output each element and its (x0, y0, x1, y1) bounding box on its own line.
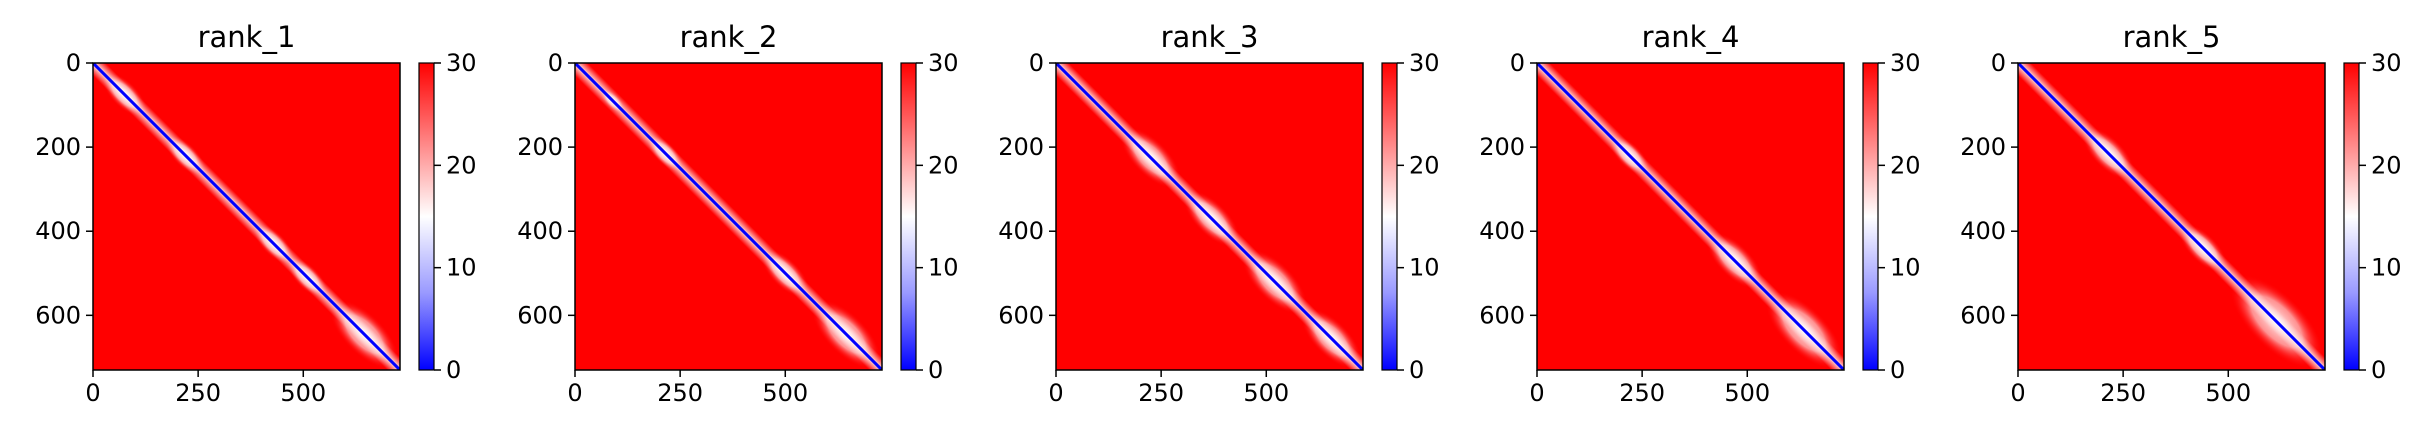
axes-frame (1055, 62, 1364, 371)
heatmap-image (1056, 63, 1363, 370)
y-tick-label: 0 (1029, 49, 1044, 77)
y-tick-label: 600 (998, 301, 1044, 329)
panel-title: rank_3 (1161, 20, 1259, 54)
colorbar-tick-label: 20 (928, 151, 959, 179)
colorbar-tick-label: 10 (446, 254, 477, 282)
panel-title: rank_2 (680, 20, 778, 54)
heatmap-image (1537, 63, 1844, 370)
y-tick-label: 600 (517, 301, 563, 329)
y-tick-label: 200 (35, 133, 81, 161)
colorbar-tick-label: 10 (928, 254, 959, 282)
y-tick-label: 200 (1479, 133, 1525, 161)
colorbar (418, 62, 435, 371)
colorbar-tick-label: 30 (2371, 49, 2402, 77)
colorbar-tick-label: 20 (2371, 151, 2402, 179)
y-tick-label: 0 (66, 49, 81, 77)
colorbar-tick-label: 30 (1409, 49, 1440, 77)
panel-3: rank_3 0 250 500 0 200 400 600 0 10 20 30 (998, 20, 1439, 407)
x-tick-label: 500 (1724, 379, 1770, 407)
y-tick-label: 200 (998, 133, 1044, 161)
diagonal-line (93, 63, 400, 370)
x-tick-label: 250 (1619, 379, 1665, 407)
y-tick-label: 0 (1991, 49, 2006, 77)
panel-title: rank_4 (1642, 20, 1740, 54)
diagonal-line (575, 63, 882, 370)
colorbar (1381, 62, 1398, 371)
x-tick-label: 250 (2100, 379, 2146, 407)
y-tick-label: 600 (1960, 301, 2006, 329)
colorbar-tick-label: 20 (1890, 151, 1921, 179)
heatmap-image (2018, 63, 2325, 370)
colorbar-tick-label: 30 (446, 49, 477, 77)
colorbar (900, 62, 917, 371)
panel-4: rank_4 0 250 500 0 200 400 600 0 10 20 30 (1479, 20, 1920, 407)
x-tick-label: 250 (657, 379, 703, 407)
heatmap-image (575, 63, 882, 370)
colorbar-tick-label: 0 (2371, 356, 2386, 384)
x-tick-label: 0 (2010, 379, 2025, 407)
axes-frame (1536, 62, 1845, 371)
diagonal-line (1537, 63, 1844, 370)
heatmap-image (93, 63, 400, 370)
colorbar (1862, 62, 1879, 371)
y-tick-label: 0 (548, 49, 563, 77)
colorbar-tick-label: 30 (928, 49, 959, 77)
y-tick-label: 200 (1960, 133, 2006, 161)
colorbar-tick-label: 0 (446, 356, 461, 384)
x-tick-label: 0 (85, 379, 100, 407)
panel-title: rank_1 (198, 20, 296, 54)
panel-5: rank_5 0 250 500 0 200 400 600 0 10 20 30 (1960, 20, 2401, 407)
colorbar-tick-label: 10 (1890, 254, 1921, 282)
x-tick-label: 250 (175, 379, 221, 407)
x-tick-label: 0 (1529, 379, 1544, 407)
y-tick-label: 400 (517, 217, 563, 245)
x-tick-label: 500 (280, 379, 326, 407)
axes-frame (2017, 62, 2326, 371)
x-tick-label: 0 (567, 379, 582, 407)
x-tick-label: 500 (762, 379, 808, 407)
colorbar-tick-label: 30 (1890, 49, 1921, 77)
colorbar-tick-label: 10 (1409, 254, 1440, 282)
y-tick-label: 600 (1479, 301, 1525, 329)
colorbar-tick-label: 0 (928, 356, 943, 384)
colorbar-tick-label: 20 (1409, 151, 1440, 179)
colorbar-tick-label: 20 (446, 151, 477, 179)
colorbar (2343, 62, 2360, 371)
x-tick-label: 500 (1243, 379, 1289, 407)
diagonal-line (1056, 63, 1363, 370)
y-tick-label: 400 (1960, 217, 2006, 245)
colorbar-tick-label: 10 (2371, 254, 2402, 282)
panel-1: rank_1 0 250 500 0 200 400 600 0 10 20 30 (35, 20, 476, 407)
y-tick-label: 400 (35, 217, 81, 245)
axes-frame (574, 62, 883, 371)
x-tick-label: 0 (1048, 379, 1063, 407)
panel-title: rank_5 (2123, 20, 2221, 54)
axes-frame (92, 62, 401, 371)
y-tick-label: 200 (517, 133, 563, 161)
x-tick-label: 500 (2205, 379, 2251, 407)
y-tick-label: 400 (1479, 217, 1525, 245)
colorbar-tick-label: 0 (1409, 356, 1424, 384)
diagonal-line (2018, 63, 2325, 370)
y-tick-label: 400 (998, 217, 1044, 245)
y-tick-label: 600 (35, 301, 81, 329)
y-tick-label: 0 (1510, 49, 1525, 77)
panel-2: rank_2 0 250 500 0 200 400 600 0 10 20 30 (517, 20, 958, 407)
colorbar-tick-label: 0 (1890, 356, 1905, 384)
x-tick-label: 250 (1138, 379, 1184, 407)
